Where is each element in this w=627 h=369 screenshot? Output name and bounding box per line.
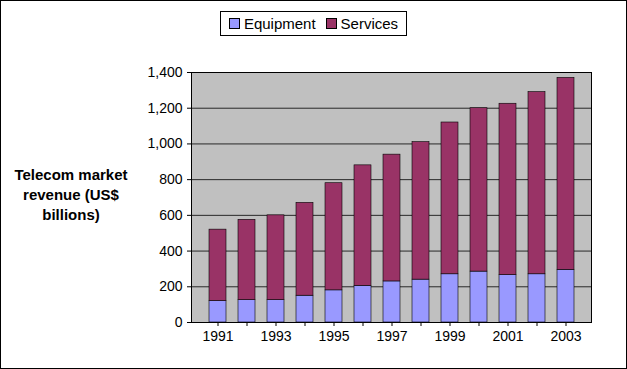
svg-text:1,400: 1,400 [147, 64, 182, 80]
svg-text:800: 800 [159, 171, 183, 187]
html-text:Services: Services [340, 15, 399, 32]
html-text:Telecom market revenue (US$ bi: Telecom market revenue (US$ billions) [14, 166, 128, 223]
svg-text:2003: 2003 [550, 328, 581, 344]
svg-text:600: 600 [159, 207, 183, 223]
svg-text:1999: 1999 [434, 328, 465, 344]
svg-text:1993: 1993 [260, 328, 291, 344]
html-text:Equipment: Equipment [243, 15, 316, 32]
svg-text:1995: 1995 [318, 328, 349, 344]
svg-text:200: 200 [159, 278, 183, 294]
svg-text:0: 0 [175, 314, 183, 330]
svg-text:1,200: 1,200 [147, 100, 182, 116]
svg-text:400: 400 [159, 243, 183, 259]
svg-text:1997: 1997 [376, 328, 407, 344]
svg-text:1991: 1991 [202, 328, 233, 344]
svg-text:2001: 2001 [492, 328, 523, 344]
svg-text:1,000: 1,000 [147, 135, 182, 151]
